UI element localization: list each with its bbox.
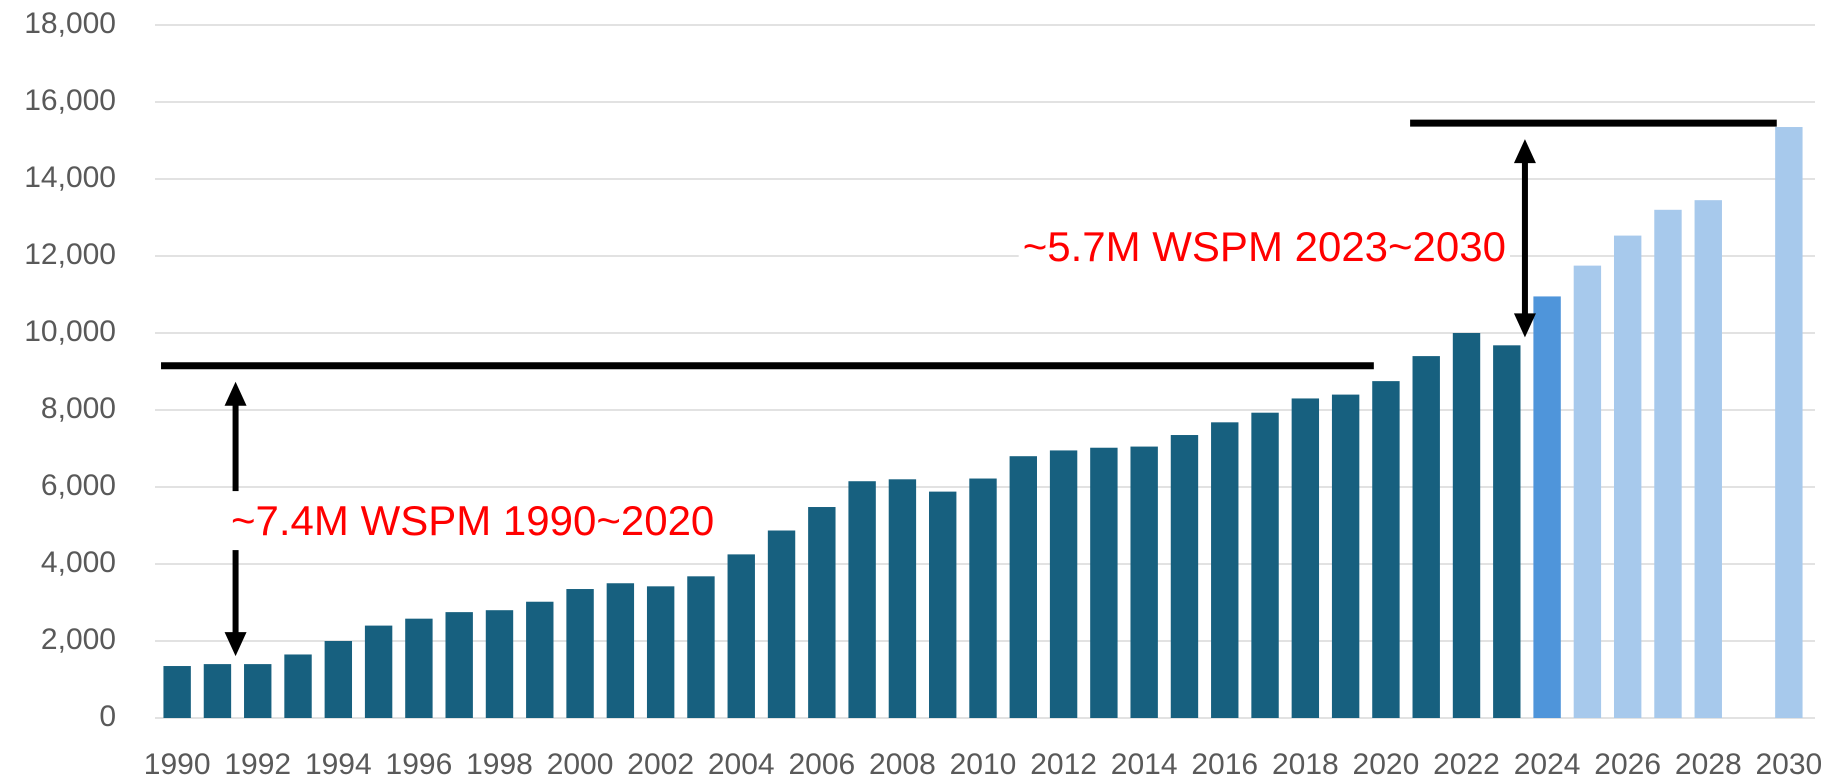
bar bbox=[848, 481, 876, 718]
x-tick-label: 1996 bbox=[386, 748, 453, 781]
bar bbox=[1654, 209, 1682, 719]
x-tick-label: 2002 bbox=[627, 748, 694, 781]
x-tick-label: 2030 bbox=[1755, 748, 1822, 781]
x-tick-label: 2020 bbox=[1353, 748, 1420, 781]
arrow-head bbox=[224, 381, 247, 406]
bar bbox=[727, 554, 755, 718]
bar bbox=[888, 479, 917, 718]
bar bbox=[1452, 333, 1481, 718]
arrow-head bbox=[224, 632, 247, 657]
y-tick-label: 16,000 bbox=[24, 84, 116, 117]
bar bbox=[969, 478, 997, 718]
bar bbox=[1130, 446, 1158, 718]
bar bbox=[1372, 381, 1400, 718]
x-tick-label: 2024 bbox=[1514, 748, 1581, 781]
x-tick-label: 1994 bbox=[305, 748, 372, 781]
y-tick-label: 8,000 bbox=[41, 392, 116, 425]
arrow-head bbox=[1513, 139, 1536, 164]
arrow-head bbox=[1513, 313, 1536, 338]
x-tick-label: 2018 bbox=[1272, 748, 1339, 781]
bar bbox=[1211, 422, 1239, 718]
bar bbox=[1009, 456, 1037, 718]
bar bbox=[1291, 398, 1320, 718]
y-tick-label: 2,000 bbox=[41, 623, 116, 656]
x-tick-label: 2014 bbox=[1111, 748, 1178, 781]
bar bbox=[1251, 412, 1279, 718]
bar bbox=[767, 530, 796, 718]
bar bbox=[566, 589, 594, 718]
bar bbox=[284, 654, 312, 718]
x-tick-label: 2012 bbox=[1030, 748, 1097, 781]
bar bbox=[929, 491, 957, 718]
x-tick-label: 1990 bbox=[144, 748, 211, 781]
y-tick-label: 18,000 bbox=[24, 7, 116, 40]
y-tick-label: 10,000 bbox=[24, 315, 116, 348]
bar bbox=[1573, 265, 1602, 718]
bar bbox=[485, 610, 514, 718]
label-background bbox=[1018, 217, 1510, 277]
y-tick-label: 12,000 bbox=[24, 238, 116, 271]
bar bbox=[405, 618, 433, 718]
bar bbox=[808, 507, 836, 718]
x-tick-label: 2004 bbox=[708, 748, 775, 781]
y-tick-label: 14,000 bbox=[24, 161, 116, 194]
bar bbox=[1049, 450, 1078, 718]
bar bbox=[1775, 127, 1803, 718]
bar bbox=[1613, 235, 1642, 718]
x-tick-label: 1998 bbox=[466, 748, 533, 781]
bar bbox=[1533, 296, 1561, 718]
x-tick-label: 2016 bbox=[1191, 748, 1258, 781]
bar bbox=[606, 583, 635, 718]
bar bbox=[445, 612, 473, 718]
x-tick-label: 2026 bbox=[1594, 748, 1661, 781]
bar bbox=[526, 601, 554, 718]
bar bbox=[1170, 435, 1199, 718]
bar bbox=[687, 576, 715, 718]
bar bbox=[1331, 394, 1360, 718]
y-tick-label: 0 bbox=[99, 700, 116, 733]
annotation-label: ~7.4M WSPM 1990~2020 bbox=[231, 497, 714, 544]
bar bbox=[244, 664, 272, 718]
bar bbox=[646, 586, 675, 718]
annotation-label: ~5.7M WSPM 2023~2030 bbox=[1023, 223, 1506, 270]
bar bbox=[324, 641, 353, 718]
label-background bbox=[227, 491, 719, 551]
bar bbox=[203, 664, 232, 718]
x-tick-label: 2010 bbox=[950, 748, 1017, 781]
x-tick-label: 2006 bbox=[788, 748, 855, 781]
bar bbox=[364, 625, 393, 718]
y-tick-label: 6,000 bbox=[41, 469, 116, 502]
bar bbox=[1412, 356, 1440, 718]
x-tick-label: 2000 bbox=[547, 748, 614, 781]
x-tick-label: 2022 bbox=[1433, 748, 1500, 781]
bar bbox=[1090, 447, 1118, 718]
x-tick-label: 2008 bbox=[869, 748, 936, 781]
bar bbox=[1694, 200, 1722, 719]
y-tick-label: 4,000 bbox=[41, 546, 116, 579]
x-tick-label: 2028 bbox=[1675, 748, 1742, 781]
bar bbox=[1493, 345, 1521, 718]
x-tick-label: 1992 bbox=[224, 748, 291, 781]
bar bbox=[163, 666, 191, 718]
